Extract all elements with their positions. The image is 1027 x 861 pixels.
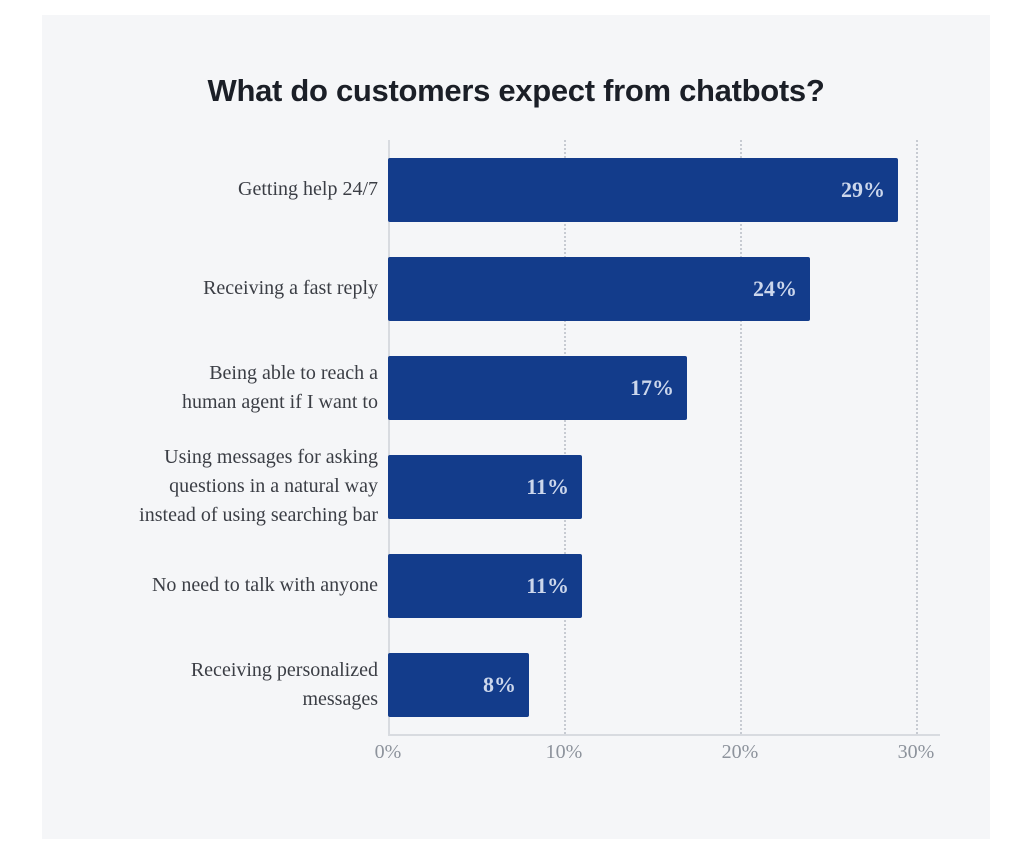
bar: 29% xyxy=(388,157,898,222)
bar: 11% xyxy=(388,454,582,519)
bar-value-label: 29% xyxy=(841,176,885,202)
x-tick-label: 30% xyxy=(897,741,935,763)
gridline-0 xyxy=(388,140,390,734)
bar-row: No need to talk with anyone 11% xyxy=(42,536,990,635)
bar-value-label: 17% xyxy=(630,374,674,400)
x-axis-line xyxy=(388,734,940,736)
bar-rows: Getting help 24/7 29% Receiving a fast rep… xyxy=(42,140,990,734)
x-tick-label: 20% xyxy=(721,741,759,763)
bar: 8% xyxy=(388,652,529,717)
bar-value-label: 11% xyxy=(526,473,569,499)
bar: 24% xyxy=(388,256,810,321)
category-label: Getting help 24/7 xyxy=(238,178,378,200)
gridline-10 xyxy=(564,140,566,734)
x-axis-tick-labels: 0% 10% 20% 30% xyxy=(42,741,990,771)
bar-value-label: 8% xyxy=(483,671,516,697)
category-label: Being able to reach a human agent if I w… xyxy=(181,361,378,413)
bar-value-label: 24% xyxy=(753,275,797,301)
x-tick-label: 0% xyxy=(374,741,402,763)
bar: 17% xyxy=(388,355,687,420)
category-label: Using messages for asking questions in a… xyxy=(139,446,378,526)
bar: 11% xyxy=(388,553,582,618)
gridline-30 xyxy=(916,140,918,734)
bar-row: Using messages for asking questions in a… xyxy=(42,437,990,536)
x-tick-label: 10% xyxy=(545,741,583,763)
bar-row: Being able to reach a human agent if I w… xyxy=(42,338,990,437)
category-label: Receiving a fast reply xyxy=(203,277,378,299)
bar-row: Receiving a fast reply 24% xyxy=(42,239,990,338)
category-label: No need to talk with anyone xyxy=(151,574,378,596)
bar-value-label: 11% xyxy=(526,572,569,598)
chart-title: What do customers expect from chatbots? xyxy=(207,73,825,108)
gridline-20 xyxy=(740,140,742,734)
bar-row: Receiving personalized messages 8% xyxy=(42,635,990,734)
plot-area xyxy=(388,140,940,736)
category-label: Receiving personalized messages xyxy=(190,658,378,710)
chart-panel: What do customers expect from chatbots? … xyxy=(42,15,990,839)
bar-row: Getting help 24/7 29% xyxy=(42,140,990,239)
